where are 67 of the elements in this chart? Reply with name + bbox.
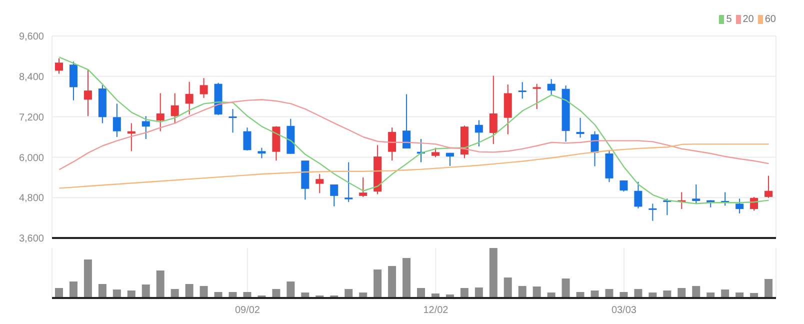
candlestick: [142, 116, 150, 140]
candlestick: [185, 81, 194, 115]
bar: [388, 266, 396, 298]
candlestick: [359, 176, 368, 198]
bar: [55, 288, 63, 298]
candlestick: [576, 117, 584, 138]
bar: [98, 284, 106, 298]
line-series: [58, 99, 770, 170]
candlestick: [156, 92, 164, 132]
bar: [286, 282, 295, 298]
bar: [142, 284, 150, 298]
legend-label: 20: [742, 14, 754, 25]
bar: [200, 286, 208, 298]
bar: [562, 278, 570, 298]
y-tick-label: 8,400: [18, 72, 44, 83]
bar: [156, 270, 164, 298]
bar: [504, 278, 512, 298]
legend-label: 60: [764, 14, 776, 25]
y-tick-label: 7,200: [18, 112, 44, 124]
candlestick: [200, 78, 208, 98]
candlestick: [55, 58, 63, 74]
bar: [678, 288, 686, 298]
candlestick: [228, 108, 237, 134]
bar: [402, 258, 411, 298]
candlestick: [692, 184, 700, 204]
candlestick: [634, 181, 642, 209]
bar: [84, 260, 92, 298]
candlestick: [170, 92, 179, 124]
legend-label: 5: [726, 14, 732, 25]
bar: [489, 248, 498, 298]
candlestick: [547, 78, 556, 96]
bar: [69, 282, 78, 298]
bar: [185, 284, 194, 298]
y-tick-label: 9,600: [18, 32, 44, 43]
bar: [474, 288, 483, 298]
candlestick: [489, 75, 498, 145]
candlestick: [402, 94, 411, 149]
candlestick: [532, 83, 541, 110]
bar: [764, 279, 773, 298]
candlestick: [316, 174, 324, 194]
y-tick-label: 4,800: [18, 193, 44, 204]
bar: [692, 286, 700, 298]
candlestick: [330, 184, 338, 207]
candlestick: [648, 203, 657, 222]
candlestick: [474, 120, 483, 147]
candlestick: [431, 147, 440, 158]
y-tick-label: 3,600: [18, 234, 44, 245]
candlestick: [84, 69, 92, 117]
bar: [374, 270, 382, 298]
bar: [518, 286, 526, 298]
candlestick: [258, 147, 266, 159]
candlestick: [518, 82, 526, 100]
candlestick: [764, 175, 773, 198]
bar: [460, 288, 468, 298]
candlestick: [69, 61, 78, 101]
candlestick: [112, 103, 121, 138]
y-tick-label: 6,000: [18, 152, 44, 164]
x-tick-label: 12/02: [423, 305, 449, 316]
bar: [417, 288, 425, 298]
candlestick: [344, 162, 353, 202]
candlestick: [388, 127, 396, 162]
candlestick: [243, 127, 252, 151]
bar: [532, 286, 541, 298]
candlestick: [446, 152, 454, 166]
candlestick: [736, 198, 744, 214]
x-tick-label: 09/02: [234, 305, 260, 316]
x-tick-label: 03/03: [611, 305, 637, 316]
